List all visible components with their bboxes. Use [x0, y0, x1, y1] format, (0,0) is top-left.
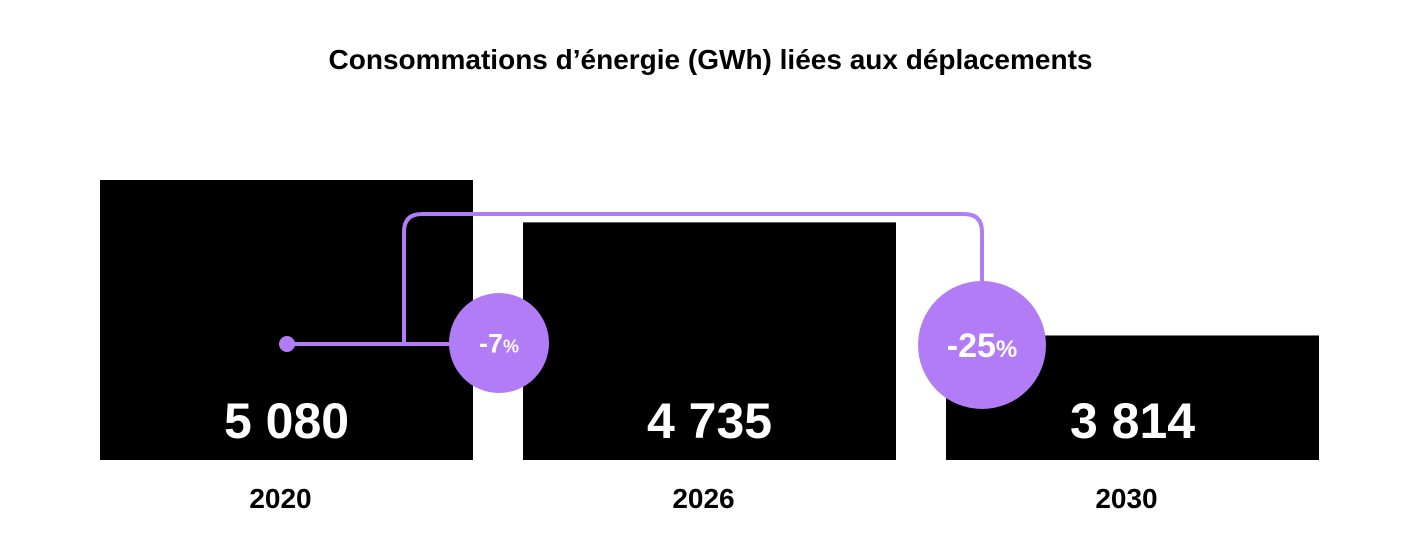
chart-title: Consommations d’énergie (GWh) liées aux …	[328, 44, 1093, 75]
connector-line-2030	[402, 212, 984, 344]
value-label-2020: 5 080	[224, 393, 349, 449]
bar-2026	[523, 222, 896, 460]
value-label-2026: 4 735	[647, 393, 772, 449]
year-label-2030: 2030	[1095, 483, 1157, 514]
year-label-2026: 2026	[672, 483, 734, 514]
connector-origin-dot	[279, 336, 295, 352]
bar-2020	[100, 180, 473, 460]
change-badge-2030	[918, 281, 1046, 409]
change-badge-2026	[449, 293, 549, 393]
year-label-2020: 2020	[249, 483, 311, 514]
change-label-2026: -7%	[479, 329, 519, 359]
value-label-2030: 3 814	[1070, 393, 1195, 449]
change-label-2030: -25%	[947, 327, 1017, 365]
